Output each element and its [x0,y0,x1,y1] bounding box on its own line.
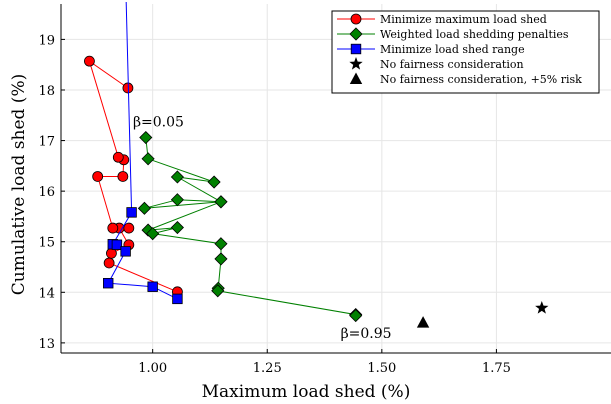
legend-box [331,10,600,94]
data-point [117,171,129,182]
legend-label: Minimize maximum load shed [380,13,547,26]
x-tick-label: 1.50 [367,361,396,376]
data-point [211,284,225,298]
data-point [147,281,158,292]
series-no-fairness-consideration-5-risk [416,316,430,328]
y-tick-label: 15 [38,236,55,251]
series-minimize-load-shed-range [103,2,183,305]
data-point [170,193,184,207]
legend-label: No fairness consideration, +5% risk [380,73,582,86]
y-tick-label: 16 [38,185,55,200]
series-weighted-load-shedding-penalties [137,130,363,323]
data-point [111,239,123,250]
legend-marker [350,13,362,25]
data-point [214,195,228,209]
legend-marker [349,27,363,41]
data-point [214,237,228,251]
data-point [120,246,131,257]
series-minimize-maximum-load-shed [84,55,183,298]
data-point [207,175,221,189]
data-point [103,277,114,289]
data-point [92,171,104,182]
x-tick-label: 1.00 [138,361,167,376]
y-tick-label: 19 [38,33,55,48]
data-point [214,252,228,266]
y-axis-label: Cumulative load shed (%) [9,74,29,295]
legend-label: Weighted load shedding penalties [380,28,569,41]
data-point [137,201,151,215]
data-point [535,300,549,314]
data-point [103,257,115,269]
legend-marker [350,43,362,55]
legend-marker [349,72,363,84]
y-tick-label: 17 [38,135,55,150]
data-point [172,293,183,305]
data-point [123,222,135,234]
data-point [141,152,155,166]
data-point [170,220,184,235]
y-tick-label: 13 [38,337,55,352]
x-axis-label: Maximum load shed (%) [202,382,411,402]
data-point [139,130,153,145]
legend-label: Minimize load shed range [380,43,525,56]
plot-frame [60,4,611,354]
series-layer [84,2,549,328]
data-point [84,55,95,67]
y-tick-label: 18 [38,84,55,99]
annotation-label: β=0.95 [341,326,392,342]
series-no-fairness-consideration [535,300,549,314]
data-point [146,227,160,241]
series-line [107,2,178,300]
x-tick-label: 1.25 [253,361,282,376]
y-tick-label: 14 [38,286,55,301]
tick-labels: 1.00 1.25 1.50 1.75 13 14 15 16 17 18 19 [38,33,510,376]
x-tick-label: 1.75 [482,361,511,376]
data-point [112,151,124,163]
legend-label: No fairness consideration [380,58,524,71]
annotation-label: β=0.05 [133,114,184,130]
data-point [126,207,137,218]
annotations: β=0.05 β=0.95 [133,114,392,341]
data-point [107,222,119,234]
legend: Minimize maximum load shed Weighted load … [331,10,600,94]
data-point [349,309,363,323]
data-point [416,316,430,328]
legend-marker [349,57,363,70]
data-point [170,170,184,184]
